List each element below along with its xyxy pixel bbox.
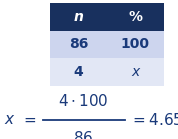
Text: $\it{x}$: $\it{x}$ bbox=[4, 112, 15, 127]
Bar bbox=[50, 3, 107, 31]
Text: $=$: $=$ bbox=[21, 112, 37, 127]
Bar bbox=[50, 31, 107, 58]
Text: 86: 86 bbox=[69, 38, 88, 51]
Bar bbox=[50, 58, 107, 86]
Text: $4 \cdot 100$: $4 \cdot 100$ bbox=[58, 93, 109, 110]
Text: $= 4.65\%$: $= 4.65\%$ bbox=[130, 111, 178, 128]
Text: 100: 100 bbox=[121, 38, 150, 51]
Bar bbox=[107, 31, 164, 58]
Text: x: x bbox=[131, 65, 139, 79]
Bar bbox=[107, 58, 164, 86]
Text: 4: 4 bbox=[74, 65, 83, 79]
Text: %: % bbox=[128, 10, 142, 24]
Bar bbox=[107, 3, 164, 31]
Text: $86$: $86$ bbox=[74, 130, 94, 139]
Text: n: n bbox=[73, 10, 83, 24]
